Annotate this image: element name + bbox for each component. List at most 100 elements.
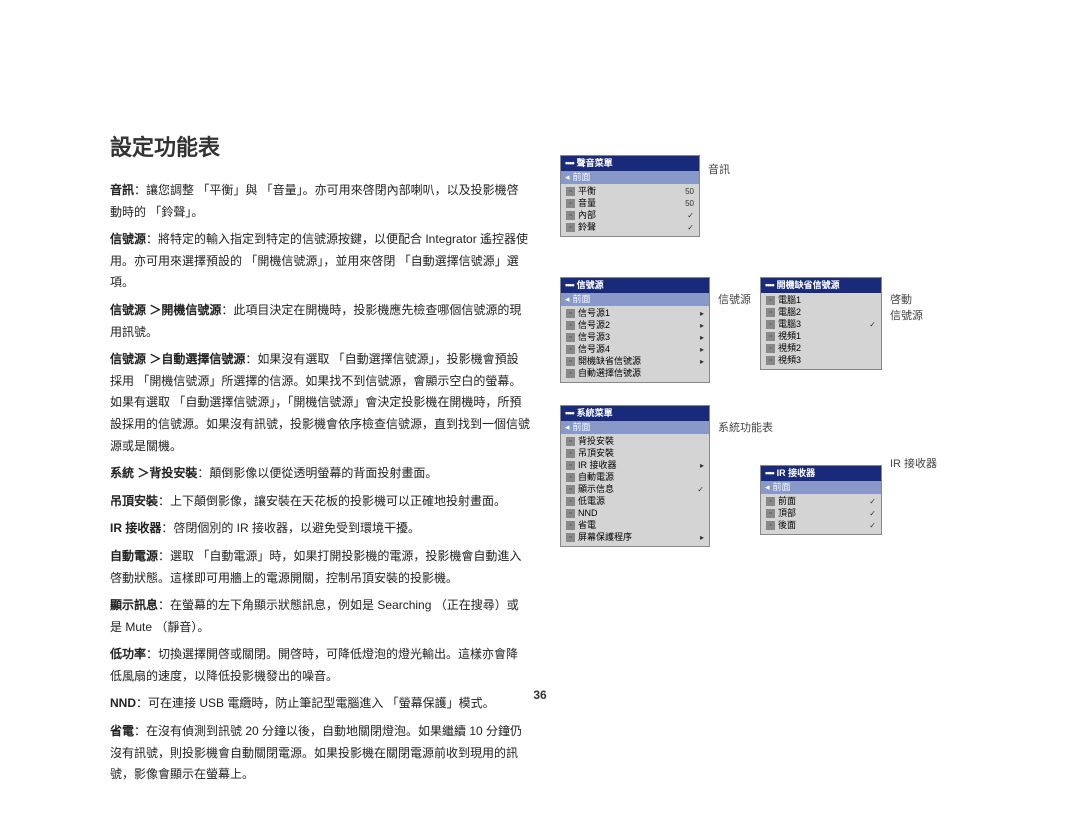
menu-item-label: 信号源3	[578, 332, 610, 343]
menu-item-icon: ▫	[566, 211, 575, 220]
caption-ir: IR 接收器	[890, 455, 937, 471]
menu-item-label: 電腦3	[778, 319, 801, 330]
menu-item-value: 50	[685, 199, 694, 209]
menu-item-label: 吊頂安裝	[578, 448, 614, 459]
menu-item-label: 視頻2	[778, 343, 801, 354]
para-2-b: 信號源 ＞開機信號源	[110, 303, 221, 317]
menu-ir: ••••IR 接收器◂前面▫前面✓▫頂部✓▫後面✓	[760, 465, 882, 535]
para-5-t: ：上下顛倒影像，讓安裝在天花板的投影機可以正確地投射畫面。	[158, 494, 506, 508]
para-8-t: ：在螢幕的左下角顯示狀態訊息，例如是 Searching （正在搜尋）或是 Mu…	[110, 598, 519, 634]
menu-item-icon: ▫	[566, 497, 575, 506]
para-4-t: ：顛倒影像以便從透明螢幕的背面投射畫面。	[197, 466, 437, 480]
caption-system: 系統功能表	[718, 419, 773, 435]
menu-item-icon: ▫	[566, 223, 575, 232]
menu-item-label: 平衡	[578, 186, 596, 197]
menu-sub: ◂前面	[561, 293, 709, 306]
menu-item-label: 電腦1	[778, 295, 801, 306]
menu-row: ▫後面 ✓	[763, 520, 879, 532]
para-7-b: 自動電源	[110, 549, 158, 563]
menu-sub: ◂前面	[761, 481, 881, 494]
page-number: 36	[0, 688, 1080, 702]
para-0-t: ：讓您調整 「平衡」與 「音量」。亦可用來啓閉內部喇叭，以及投影機啓動時的 「鈴…	[110, 183, 519, 219]
menu-title: ••••系統菜單	[561, 406, 709, 421]
menu-row: ▫視頻1	[763, 331, 879, 343]
menu-item-icon: ▫	[566, 461, 575, 470]
menu-row: ▫吊頂安裝	[563, 448, 707, 460]
menu-item-icon: ▫	[566, 357, 575, 366]
menu-row: ▫低電源	[563, 496, 707, 508]
menu-row: ▫音量 50	[563, 198, 697, 210]
menu-item-label: 鈴聲	[578, 222, 596, 233]
menu-row: ▫視頻2	[763, 343, 879, 355]
menu-row: ▫內部✓	[563, 210, 697, 222]
menu-title: ••••信號源	[561, 278, 709, 293]
menu-item-value: ▸	[700, 533, 704, 543]
menu-row: ▫電腦2	[763, 307, 879, 319]
menu-title: ••••IR 接收器	[761, 466, 881, 481]
menu-item-value: ✓	[869, 497, 876, 507]
menu-item-label: 視頻1	[778, 331, 801, 342]
menu-row: ▫鈴聲 ✓	[563, 222, 697, 234]
menu-row: ▫信号源3 ▸	[563, 332, 707, 344]
menu-item-label: 音量	[578, 198, 596, 209]
menu-item-label: 頂部	[778, 508, 796, 519]
menu-item-value: ▸	[700, 309, 704, 319]
menu-item-icon: ▫	[566, 333, 575, 342]
menu-item-icon: ▫	[766, 509, 775, 518]
menu-item-label: IR 接收器	[578, 460, 617, 471]
menu-item-label: 顯示信息	[578, 484, 614, 495]
menu-item-label: 屏幕保護程序	[578, 532, 632, 543]
menu-row: ▫平衡50	[563, 186, 697, 198]
menu-row: ▫省電	[563, 520, 707, 532]
menu-title: ••••聲音菜單	[561, 156, 699, 171]
menu-item-label: 自動電源	[578, 472, 614, 483]
menu-item-value: ✓	[687, 223, 694, 233]
menu-item-icon: ▫	[766, 296, 775, 305]
menu-item-label: 前面	[778, 496, 796, 507]
menu-row: ▫視頻3	[763, 355, 879, 367]
menu-title: ••••開機缺省信號源	[761, 278, 881, 293]
para-8-b: 顯示訊息	[110, 598, 158, 612]
para-11-t: ：在沒有偵測到訊號 20 分鐘以後，自動地關閉燈泡。如果繼續 10 分鐘仍沒有訊…	[110, 724, 522, 781]
menu-item-label: 低電源	[578, 496, 605, 507]
menu-row: ▫開機缺省信號源▸	[563, 356, 707, 368]
menu-item-icon: ▫	[766, 497, 775, 506]
menu-row: ▫信号源4▸	[563, 344, 707, 356]
menu-startup: ••••開機缺省信號源▫電腦1▫電腦2▫電腦3✓▫視頻1▫視頻2▫視頻3	[760, 277, 882, 370]
menu-row: ▫電腦1	[763, 295, 879, 307]
menu-item-icon: ▫	[566, 321, 575, 330]
menu-item-icon: ▫	[566, 533, 575, 542]
menu-item-icon: ▫	[766, 521, 775, 530]
menu-item-icon: ▫	[566, 187, 575, 196]
menu-item-icon: ▫	[566, 369, 575, 378]
menu-item-label: 後面	[778, 520, 796, 531]
menu-item-label: 信号源1	[578, 308, 610, 319]
menu-item-value: ▸	[700, 461, 704, 471]
para-0-b: 音訊	[110, 183, 134, 197]
menu-row: ▫頂部 ✓	[763, 508, 879, 520]
para-6-t: ：啓閉個別的 IR 接收器，以避免受到環境干擾。	[161, 521, 420, 535]
para-3-t: ：如果沒有選取 「自動選擇信號源」，投影機會預設採用 「開機信號源」所選擇的信源…	[110, 352, 530, 452]
para-7-t: ：選取 「自動電源」時，如果打開投影機的電源，投影機會自動進入啓動狀態。這樣即可…	[110, 549, 521, 585]
menu-item-label: 信号源4	[578, 344, 610, 355]
menu-item-value: ▸	[700, 357, 704, 367]
menu-item-value: ✓	[869, 509, 876, 519]
para-4-b: 系統 ＞背投安裝	[110, 466, 197, 480]
menu-item-label: 電腦2	[778, 307, 801, 318]
menu-item-icon: ▫	[566, 199, 575, 208]
para-5-b: 吊頂安裝	[110, 494, 158, 508]
menu-row: ▫自動選擇信號源	[563, 368, 707, 380]
menu-row: ▫信号源1▸	[563, 308, 707, 320]
menu-audio: ••••聲音菜單◂前面▫平衡50▫音量50▫內部✓▫鈴聲✓	[560, 155, 700, 237]
menu-row: ▫電腦3✓	[763, 319, 879, 331]
menu-item-icon: ▫	[766, 344, 775, 353]
menu-item-value: ▸	[700, 333, 704, 343]
menu-row: ▫信号源2▸	[563, 320, 707, 332]
caption-startup2: 信號源	[890, 307, 923, 323]
menu-item-icon: ▫	[766, 332, 775, 341]
menu-item-value: ▸	[700, 345, 704, 355]
menu-item-value: ✓	[869, 521, 876, 531]
para-11-b: 省電	[110, 724, 134, 738]
menu-item-icon: ▫	[566, 509, 575, 518]
menu-item-label: 內部	[578, 210, 596, 221]
